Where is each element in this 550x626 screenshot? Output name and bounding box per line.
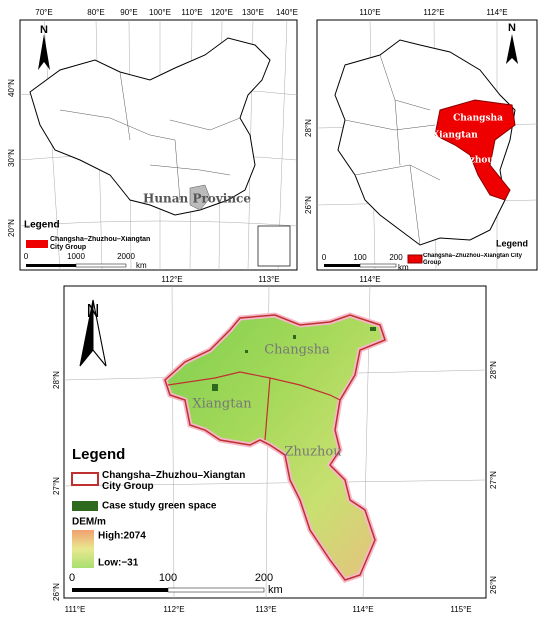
china-outline bbox=[29, 37, 271, 216]
latitude-label: 26°N bbox=[52, 583, 61, 601]
legend-title: Legend bbox=[496, 238, 528, 248]
longitude-label: 130°E bbox=[242, 8, 264, 17]
province-borders bbox=[59, 71, 241, 201]
longitude-label: 120°E bbox=[211, 8, 233, 17]
longitude-label: 140°E bbox=[276, 8, 298, 17]
longitude-label: 112°E bbox=[161, 275, 182, 284]
scale-label: 100 bbox=[353, 253, 367, 262]
latitude-label: 40°N bbox=[7, 79, 16, 97]
city-label: Changsha bbox=[264, 343, 330, 358]
scale-bar bbox=[359, 263, 397, 268]
study-boundary bbox=[164, 314, 386, 581]
south-sea-inset bbox=[257, 225, 291, 267]
dem-ramp bbox=[72, 530, 94, 568]
city-label: Zhuzhou bbox=[450, 156, 494, 166]
scale-unit: km bbox=[268, 584, 283, 596]
green-spaces bbox=[212, 327, 376, 391]
scale-label: 200 bbox=[255, 572, 273, 584]
longitude-label: 100°E bbox=[149, 8, 171, 17]
scale-bar bbox=[26, 264, 76, 267]
map-shape bbox=[370, 327, 376, 331]
latitude-label: 20°N bbox=[7, 219, 16, 237]
north-label: N bbox=[40, 24, 48, 36]
longitude-label: 110°E bbox=[181, 8, 202, 17]
north-label: N bbox=[508, 22, 516, 34]
map-shape bbox=[171, 285, 175, 599]
dem-title: DEM/m bbox=[72, 517, 106, 528]
legend-item: Changsha–Zhuzhou–Xiangtan City Group bbox=[50, 236, 151, 251]
longitude-label: 113°E bbox=[258, 275, 279, 284]
map-shape bbox=[63, 479, 487, 487]
longitude-label: 114°E bbox=[352, 605, 373, 614]
scale-bar bbox=[75, 263, 127, 268]
city-label: Changsha bbox=[453, 114, 503, 124]
hunan-province bbox=[189, 184, 211, 211]
longitude-label: 70°E bbox=[35, 8, 52, 17]
dem-high: High:2074 bbox=[98, 531, 146, 542]
city-label: Xiangtan bbox=[192, 397, 252, 412]
map-shape bbox=[245, 350, 248, 353]
city-borders bbox=[167, 371, 341, 441]
legend-item: Changsha–Zhuzhou–Xiangtan City Group bbox=[423, 253, 523, 266]
latitude-label: 26°N bbox=[304, 196, 313, 214]
latitude-label: 27°N bbox=[489, 471, 498, 489]
city-group bbox=[434, 99, 516, 201]
legend-item: Changsha–Zhuzhou–Xiangtan City Group bbox=[102, 470, 246, 492]
city-label: Xiangtan bbox=[432, 131, 478, 141]
legend-title: Legend bbox=[72, 446, 125, 463]
latitude-label: 28°N bbox=[489, 361, 498, 379]
longitude-label: 112°E bbox=[423, 8, 444, 17]
scale-label: 0 bbox=[69, 572, 75, 584]
scale-label: 2000 bbox=[117, 252, 135, 261]
legend-swatch bbox=[71, 472, 99, 486]
scale-unit: km bbox=[136, 261, 147, 270]
legend-swatch bbox=[26, 240, 48, 248]
legend-swatch bbox=[72, 501, 98, 511]
legend-item: Changsha–Zhuzhou–Xiangtan City Group bbox=[102, 470, 246, 492]
longitude-label: 113°E bbox=[255, 605, 276, 614]
longitude-label: 112°E bbox=[163, 605, 184, 614]
legend-item: Case study green space bbox=[102, 501, 217, 512]
longitude-label: 114°E bbox=[486, 8, 507, 17]
scale-bar bbox=[167, 587, 265, 593]
scale-label: 200 bbox=[389, 253, 403, 262]
longitude-label: 111°E bbox=[65, 605, 86, 614]
latitude-label: 28°N bbox=[304, 119, 313, 137]
dem-low: Low:−31 bbox=[98, 558, 139, 569]
north-label: N bbox=[87, 301, 100, 321]
city-borders bbox=[344, 54, 441, 246]
north-arrow bbox=[506, 34, 518, 64]
longitude-label: 90°E bbox=[120, 8, 137, 17]
north-arrow bbox=[38, 34, 50, 70]
latitude-label: 26°N bbox=[489, 576, 498, 594]
latitude-label: 30°N bbox=[7, 149, 16, 167]
map-shape bbox=[293, 335, 296, 339]
longitude-label: 114°E bbox=[359, 275, 380, 284]
longitude-label: 115°E bbox=[450, 605, 471, 614]
scale-bar bbox=[324, 264, 360, 267]
legend-item: Changsha–Zhuzhou–Xiangtan City Group bbox=[423, 253, 523, 266]
longitude-label: 110°E bbox=[359, 8, 380, 17]
map-shape bbox=[212, 384, 218, 391]
latitude-label: 28°N bbox=[52, 371, 61, 389]
north-arrow bbox=[92, 299, 107, 367]
scale-unit: km bbox=[398, 263, 409, 272]
legend-title: Legend bbox=[24, 220, 60, 231]
scale-label: 0 bbox=[322, 253, 327, 262]
latitude-label: 27°N bbox=[52, 477, 61, 495]
legend-swatch bbox=[407, 254, 423, 264]
scale-label: 0 bbox=[24, 252, 29, 261]
legend-item: Changsha–Zhuzhou–Xiangtan City Group bbox=[50, 236, 151, 251]
longitude-label: 80°E bbox=[87, 8, 104, 17]
province-label: Hunan Province bbox=[143, 192, 251, 206]
scale-label: 100 bbox=[159, 572, 177, 584]
map-shape bbox=[19, 220, 298, 227]
scale-label: 1000 bbox=[67, 252, 85, 261]
city-label: Zhuzhou bbox=[284, 445, 341, 460]
hunan-outline bbox=[334, 39, 516, 246]
scale-bar bbox=[72, 588, 168, 592]
